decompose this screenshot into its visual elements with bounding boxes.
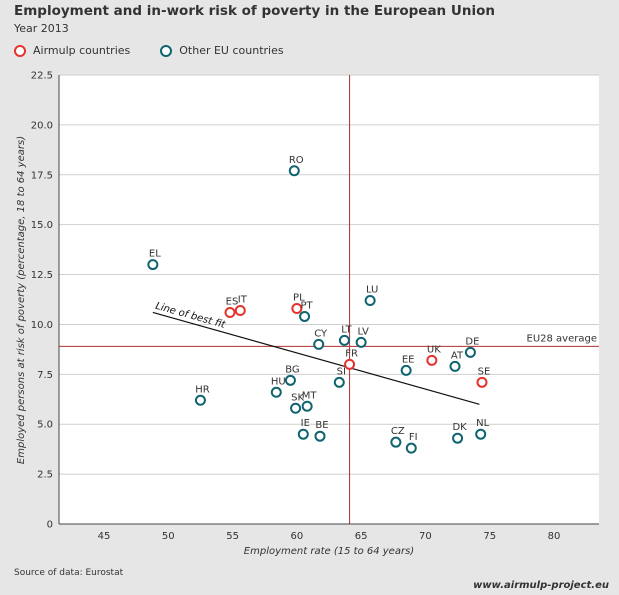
x-tick-label: 50	[162, 531, 175, 542]
plot-area	[59, 75, 599, 524]
y-tick-label: 5.0	[37, 420, 53, 431]
point-label-uk: UK	[427, 344, 441, 355]
point-label-lv: LV	[357, 326, 368, 337]
point-bg	[284, 374, 296, 386]
y-tick-label: 22.5	[31, 71, 53, 82]
point-label-at: AT	[451, 350, 464, 361]
axes: 0 2.5 5.0 7.5 10.0 12.5 15.0 17.5 20.0 22.5 45 50 55…	[31, 71, 599, 542]
chart-title: Employment and in-work risk of poverty i…	[14, 3, 495, 19]
point-ro	[288, 165, 300, 177]
point-label-nl: NL	[476, 418, 489, 429]
airmulp-marker-icon	[14, 44, 26, 57]
x-tick-label: 80	[548, 531, 561, 542]
website-link[interactable]: www.airmulp-project.eu	[473, 580, 609, 591]
point-hr	[194, 394, 206, 406]
chart-subtitle: Year 2013	[14, 22, 69, 35]
y-tick-label: 10.0	[31, 320, 53, 331]
point-label-se: SE	[478, 366, 491, 377]
point-uk	[426, 354, 438, 366]
point-label-lu: LU	[366, 284, 378, 295]
point-label-pt: PT	[301, 300, 314, 311]
point-fr	[344, 358, 356, 370]
best-fit-line	[152, 311, 480, 405]
other-marker-icon	[160, 44, 173, 57]
legend-item-other: Other EU countries	[160, 44, 284, 57]
x-tick-label: 60	[290, 531, 303, 542]
point-cz	[390, 436, 402, 448]
point-nl	[475, 428, 487, 440]
point-label-fr: FR	[345, 348, 358, 359]
point-label-cy: CY	[314, 328, 328, 339]
point-label-ro: RO	[289, 155, 304, 166]
grid-lines	[59, 74, 599, 475]
point-sk	[290, 402, 302, 414]
point-mt	[301, 400, 313, 412]
point-label-dk: DK	[452, 422, 467, 433]
point-label-ee: EE	[402, 354, 415, 365]
point-hu	[270, 386, 282, 398]
point-label-sk: SK	[291, 392, 304, 403]
legend-label-airmulp: Airmulp countries	[33, 44, 131, 57]
point-label-hr: HR	[195, 384, 210, 395]
point-lu	[364, 294, 376, 306]
point-label-it: IT	[238, 294, 248, 305]
point-label-mt: MT	[302, 390, 318, 401]
point-label-pl: PL	[293, 292, 305, 303]
x-tick-label: 55	[226, 531, 239, 542]
y-tick-label: 2.5	[37, 470, 53, 481]
y-tick-label: 20.0	[31, 120, 53, 131]
point-label-lt: LT	[341, 324, 352, 335]
point-be	[314, 430, 326, 442]
point-it	[234, 304, 246, 316]
point-fi	[405, 442, 417, 454]
legend: Airmulp countries Other EU countries	[14, 44, 314, 57]
y-tick-label: 17.5	[31, 170, 53, 181]
point-label-bg: BG	[285, 364, 299, 375]
point-label-de: DE	[465, 336, 479, 347]
point-lv	[355, 336, 367, 348]
point-label-si: SI	[337, 366, 346, 377]
y-tick-label: 7.5	[37, 370, 53, 381]
point-pl	[291, 302, 303, 314]
point-de	[464, 346, 476, 358]
point-label-be: BE	[315, 420, 328, 431]
x-tick-label: 65	[355, 531, 368, 542]
point-pt	[299, 310, 311, 322]
point-label-ie: IE	[301, 418, 310, 429]
point-label-cz: CZ	[391, 426, 405, 437]
x-tick-label: 45	[98, 531, 111, 542]
point-lt	[338, 334, 350, 346]
point-label-fi: FI	[409, 432, 418, 443]
y-tick-label: 12.5	[31, 270, 53, 281]
point-cy	[313, 338, 325, 350]
point-label-es: ES	[226, 296, 239, 307]
point-ee	[400, 364, 412, 376]
point-ie	[297, 428, 309, 440]
point-label-el: EL	[149, 249, 161, 260]
point-si	[333, 376, 345, 388]
point-es	[224, 306, 236, 318]
point-dk	[452, 432, 464, 444]
y-tick-label: 15.0	[31, 220, 53, 231]
point-at	[449, 360, 461, 372]
x-tick-label: 75	[483, 531, 496, 542]
point-label-hu: HU	[271, 376, 286, 387]
x-axis-title: Employment rate (15 to 64 years)	[244, 546, 414, 557]
y-axis-title: Employed persons at risk of poverty (per…	[16, 136, 27, 464]
legend-label-other: Other EU countries	[179, 44, 284, 57]
source-note: Source of data: Eurostat	[14, 568, 124, 578]
y-tick-label: 0	[47, 520, 53, 531]
x-tick-label: 70	[419, 531, 432, 542]
point-se	[476, 376, 488, 388]
legend-item-airmulp: Airmulp countries	[14, 44, 130, 57]
eu-average-label: EU28 average	[527, 333, 597, 344]
point-el	[147, 259, 159, 271]
